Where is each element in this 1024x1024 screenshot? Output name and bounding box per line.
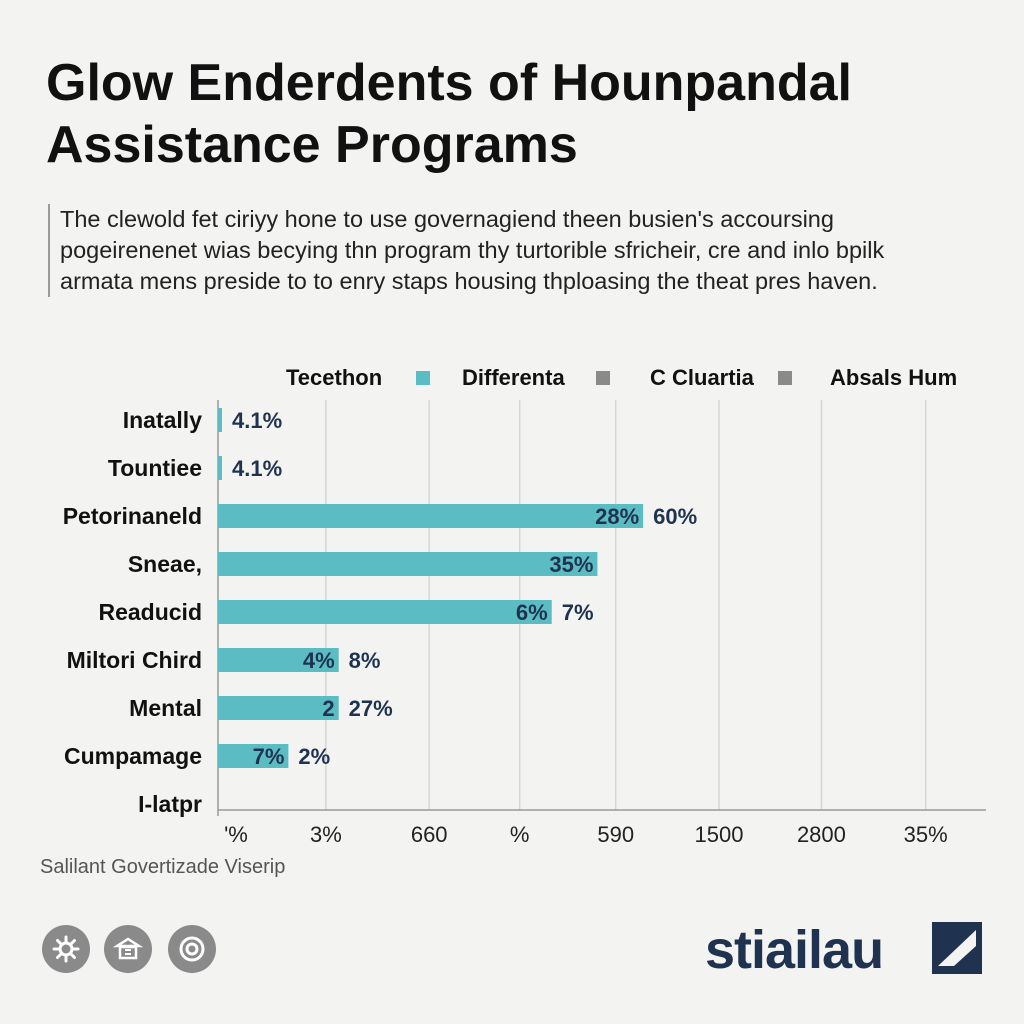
category-label: Cumpamage xyxy=(64,743,202,769)
bar xyxy=(218,504,644,528)
x-tick-label: 3% xyxy=(310,822,342,847)
category-label: I-latpr xyxy=(138,791,202,817)
bar-inside-label: 2 xyxy=(322,696,334,721)
category-label: Sneae, xyxy=(128,551,202,577)
bar-chart: '% 3% 660% 590 1500 2800 35% Inatally 4.1% Tounti… xyxy=(63,400,986,847)
x-tick-label: '% xyxy=(224,822,248,847)
legend-swatch-2 xyxy=(778,371,792,385)
bar-outside-label: 27% xyxy=(349,696,393,721)
bar xyxy=(218,696,339,720)
chart-description: The clewold fet ciriyy hone to use gover… xyxy=(48,204,960,297)
library-icon[interactable] xyxy=(104,925,152,973)
bar-inside-label: 6% xyxy=(516,600,548,625)
x-tick-label: 1500 xyxy=(695,822,744,847)
category-label: Inatally xyxy=(123,407,202,433)
bar-inside-label: 7% xyxy=(253,744,285,769)
category-label: Readucid xyxy=(98,599,202,625)
bar-outside-label: 4.1% xyxy=(232,456,282,481)
bar xyxy=(218,408,222,432)
brand-logo-mark xyxy=(932,922,982,974)
legend-label-0: Tecethon xyxy=(286,365,383,390)
bar xyxy=(218,600,552,624)
bar-outside-label: 8% xyxy=(349,648,381,673)
category-label: Petorinaneld xyxy=(63,503,202,529)
legend-swatch-0 xyxy=(416,371,430,385)
bar xyxy=(218,456,222,480)
category-label: Miltori Chird xyxy=(67,647,202,673)
legend-swatch-1 xyxy=(596,371,610,385)
x-tick-label: 660 xyxy=(411,822,448,847)
bar xyxy=(218,744,289,768)
bar-inside-label: 28% xyxy=(595,504,639,529)
x-tick-label: % xyxy=(510,822,530,847)
circle-icon[interactable] xyxy=(168,925,216,973)
legend: Tecethon Differenta C Cluartia Absals Hu… xyxy=(0,362,1024,394)
bar-outside-label: 2% xyxy=(298,744,330,769)
bar-inside-label: 4% xyxy=(303,648,335,673)
legend-label-3: Absals Hum xyxy=(830,365,958,390)
bar xyxy=(218,552,598,576)
x-tick-label: 2800 xyxy=(797,822,846,847)
settings-icon[interactable] xyxy=(42,925,90,973)
category-label: Tountiee xyxy=(108,455,202,481)
chart-title: Glow Enderdents of Hounpandal Assistance… xyxy=(46,54,852,174)
bar xyxy=(218,648,339,672)
bar-outside-label: 4.1% xyxy=(232,408,282,433)
source-note: Salilant Govertizade Viserip xyxy=(40,856,286,878)
x-tick-label: 35% xyxy=(904,822,948,847)
bar-outside-label: 60% xyxy=(653,504,697,529)
legend-label-2: C Cluartia xyxy=(650,365,754,390)
x-tick-label: 590 xyxy=(597,822,634,847)
bar-inside-label: 35% xyxy=(549,552,593,577)
category-label: Mental xyxy=(129,695,202,721)
brand-logo: stiailau xyxy=(705,920,884,980)
legend-label-1: Differenta xyxy=(462,365,565,390)
bar-outside-label: 7% xyxy=(562,600,594,625)
